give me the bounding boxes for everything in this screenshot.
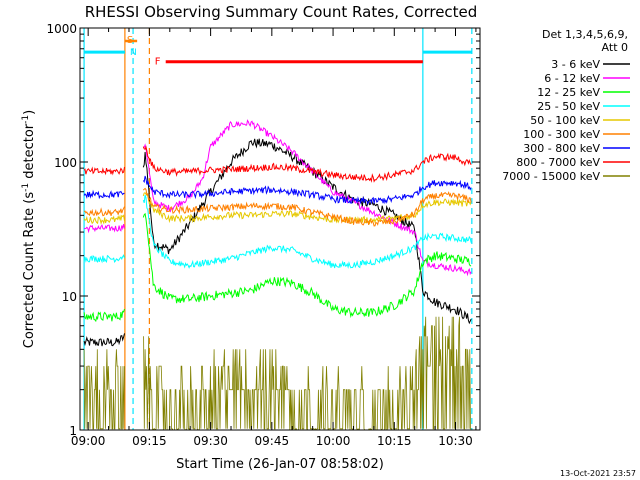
legend-entry-label: 7000 - 15000 keV bbox=[502, 170, 600, 183]
series-line-3 bbox=[142, 212, 472, 319]
legend-entry-label: 100 - 300 keV bbox=[523, 128, 600, 141]
chart-title: RHESSI Observing Summary Count Rates, Co… bbox=[85, 3, 478, 21]
series-line-3 bbox=[83, 308, 125, 323]
x-tick-label: 09:45 bbox=[255, 434, 290, 448]
series-lines bbox=[83, 119, 472, 430]
legend-entry-label: 300 - 800 keV bbox=[523, 142, 600, 155]
x-tick-label: 09:30 bbox=[193, 434, 228, 448]
legend-header: Att 0 bbox=[602, 41, 628, 54]
series-line-8 bbox=[83, 166, 125, 176]
legend-entry-label: 6 - 12 keV bbox=[544, 72, 600, 85]
y-tick-label: 10 bbox=[62, 290, 77, 304]
y-tick-label: 1 bbox=[69, 424, 77, 438]
f-marker-label: F bbox=[155, 57, 161, 68]
legend-entry-label: 50 - 100 keV bbox=[530, 114, 600, 127]
y-axis-label-main: Corrected Count Rate (s bbox=[22, 192, 37, 349]
x-tick-label: 10:30 bbox=[438, 434, 473, 448]
series-line-6 bbox=[83, 206, 125, 217]
series-line-7 bbox=[142, 175, 472, 206]
y-tick-label: 1000 bbox=[46, 22, 77, 36]
legend-header: Det 1,3,4,5,6,9, bbox=[542, 28, 628, 41]
y-axis-label-end: ) bbox=[22, 110, 37, 115]
x-axis-label: Start Time (26-Jan-07 08:58:02) bbox=[176, 457, 384, 472]
series-line-2 bbox=[83, 223, 125, 234]
series-line-9 bbox=[83, 349, 125, 430]
series-line-7 bbox=[83, 189, 125, 200]
vertical-markers bbox=[83, 28, 473, 430]
n-marker-label: N bbox=[130, 48, 137, 58]
y-tick-label: 100 bbox=[54, 156, 77, 170]
series-line-8 bbox=[142, 145, 472, 183]
series-line-5 bbox=[142, 192, 472, 225]
series-line-4 bbox=[142, 194, 472, 269]
x-tick-label: 09:00 bbox=[71, 434, 106, 448]
s-marker-label: S bbox=[127, 35, 133, 46]
y-axis-label-mid: detector bbox=[22, 123, 37, 183]
series-line-1 bbox=[83, 333, 125, 347]
series-line-9 bbox=[143, 316, 472, 430]
series-line-6 bbox=[142, 187, 472, 227]
series-line-4 bbox=[83, 254, 125, 264]
series-line-5 bbox=[83, 214, 125, 226]
x-tick-label: 09:15 bbox=[132, 434, 167, 448]
legend-entry-label: 25 - 50 keV bbox=[537, 100, 600, 113]
legend-entry-label: 800 - 7000 keV bbox=[516, 156, 600, 169]
legend-entry-label: 3 - 6 keV bbox=[551, 58, 600, 71]
y-axis-label-sup1: -1 bbox=[21, 183, 31, 192]
plot-frame bbox=[79, 27, 481, 431]
x-tick-label: 10:15 bbox=[377, 434, 412, 448]
x-tick-label: 10:00 bbox=[316, 434, 351, 448]
axis-ticks: 09:00 09:15 09:30 09:45 10:00 10:15 10:30 1 10 10… bbox=[46, 22, 480, 448]
footer-timestamp: 13-Oct-2021 23:57 bbox=[560, 469, 636, 478]
legend-entry-label: 12 - 25 keV bbox=[537, 86, 600, 99]
y-axis-label-sup2: -1 bbox=[21, 115, 31, 124]
y-axis-label: Corrected Count Rate (s-1 detector-1) bbox=[21, 110, 37, 348]
attenuator-markers: SN F bbox=[124, 35, 423, 68]
series-line-2 bbox=[143, 119, 472, 277]
